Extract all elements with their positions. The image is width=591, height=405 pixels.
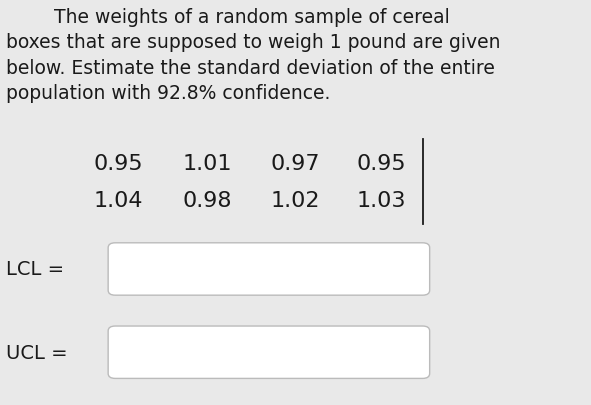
FancyBboxPatch shape — [108, 326, 430, 378]
Text: UCL =: UCL = — [6, 343, 67, 362]
Text: 1.04: 1.04 — [93, 190, 143, 211]
Text: 1.03: 1.03 — [356, 190, 406, 211]
Text: 0.95: 0.95 — [356, 154, 406, 174]
Text: 0.98: 0.98 — [182, 190, 232, 211]
Text: LCL =: LCL = — [6, 260, 64, 279]
Text: The weights of a random sample of cereal
boxes that are supposed to weigh 1 poun: The weights of a random sample of cereal… — [6, 8, 501, 103]
Text: 1.02: 1.02 — [271, 190, 320, 211]
Text: 1.01: 1.01 — [182, 154, 232, 174]
FancyBboxPatch shape — [108, 243, 430, 296]
Text: 0.97: 0.97 — [271, 154, 320, 174]
Text: 0.95: 0.95 — [93, 154, 143, 174]
